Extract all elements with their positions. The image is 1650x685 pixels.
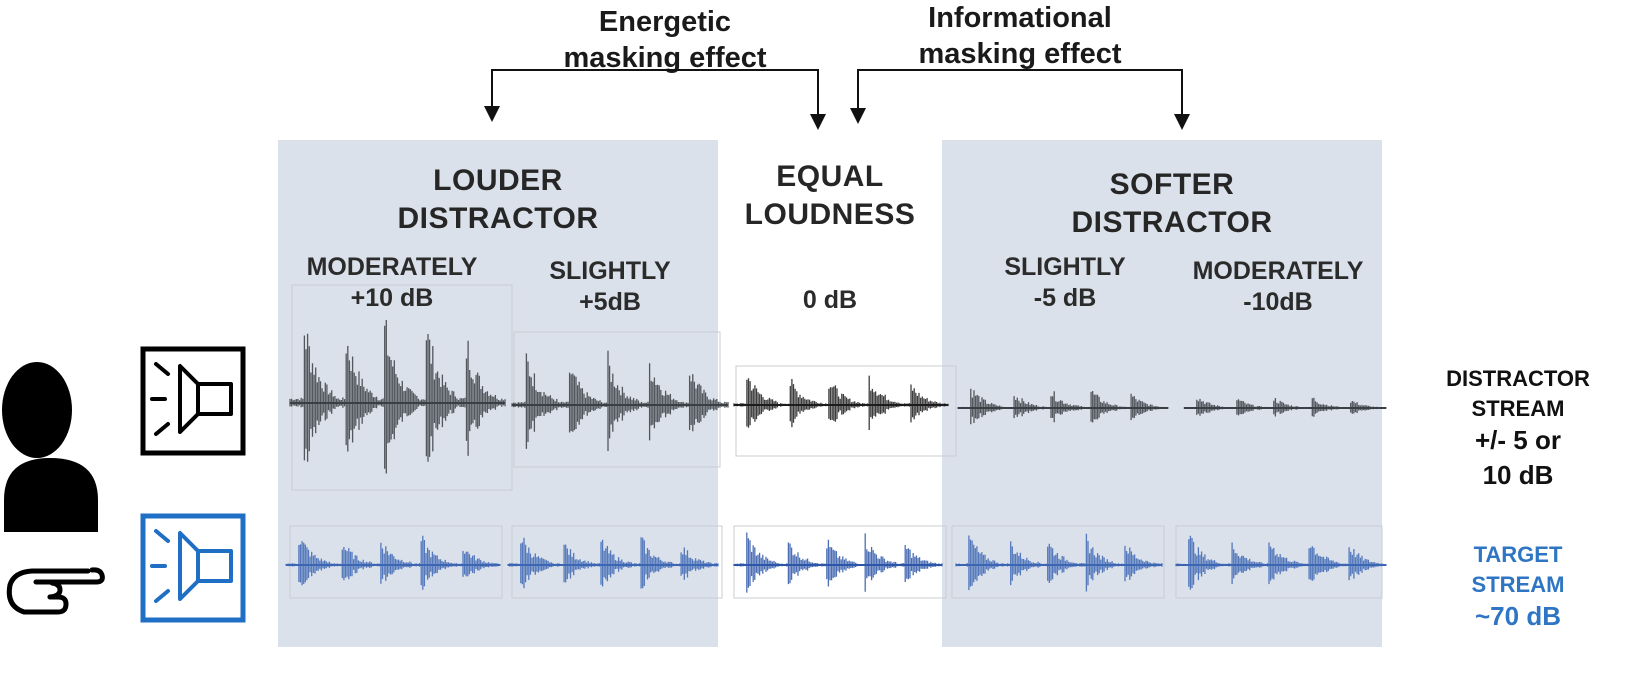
target-waveform-2 (507, 537, 719, 589)
equal-loudness-title: EQUAL LOUDNESS (744, 160, 916, 231)
waveform-layer (285, 320, 1387, 593)
moderately-louder-label: MODERATELY +10 dB (306, 253, 478, 313)
distractor-waveform-slightly-louder (511, 350, 729, 452)
distractor-waveform-equal (733, 375, 949, 430)
louder-distractor-title: LOUDER DISTRACTOR (397, 164, 599, 235)
person-icon (2, 362, 98, 532)
target-waveform-4 (955, 533, 1163, 592)
target-waveform-5 (1175, 535, 1387, 590)
waveform-frames (289, 284, 1383, 599)
moderately-softer-label: MODERATELY -10dB (1192, 257, 1364, 317)
distractor-waveform-moderately-louder (289, 320, 506, 474)
slightly-softer-label: SLIGHTLY -5 dB (1004, 253, 1126, 313)
informational-arrowhead-right (1174, 114, 1190, 130)
informational-masking-label: Informational masking effect (918, 2, 1122, 71)
energetic-masking-arrow (491, 69, 819, 116)
energetic-masking-label: Energetic masking effect (563, 6, 767, 75)
distractor-stream-label: DISTRACTOR STREAM +/- 5 or 10 dB (1446, 366, 1590, 491)
target-stream-label: TARGET STREAM ~70 dB (1471, 542, 1565, 632)
distractor-waveform-moderately-softer (1183, 397, 1387, 417)
slightly-louder-label: SLIGHTLY +5dB (549, 257, 671, 317)
informational-arrowhead-left (850, 108, 866, 124)
target-waveform-3 (733, 532, 943, 593)
distractor-waveform-slightly-softer (957, 388, 1169, 425)
energetic-arrowhead-left (484, 106, 500, 122)
softer-distractor-title: SOFTER DISTRACTOR (1071, 168, 1273, 239)
distractor-speaker-icon (140, 346, 246, 456)
informational-masking-arrow (857, 69, 1183, 116)
equal-db-label: 0 dB (802, 286, 858, 314)
target-waveform-1 (285, 535, 501, 590)
energetic-arrowhead-right (810, 114, 826, 130)
pointing-hand-icon (6, 567, 105, 615)
target-speaker-icon (140, 513, 246, 623)
